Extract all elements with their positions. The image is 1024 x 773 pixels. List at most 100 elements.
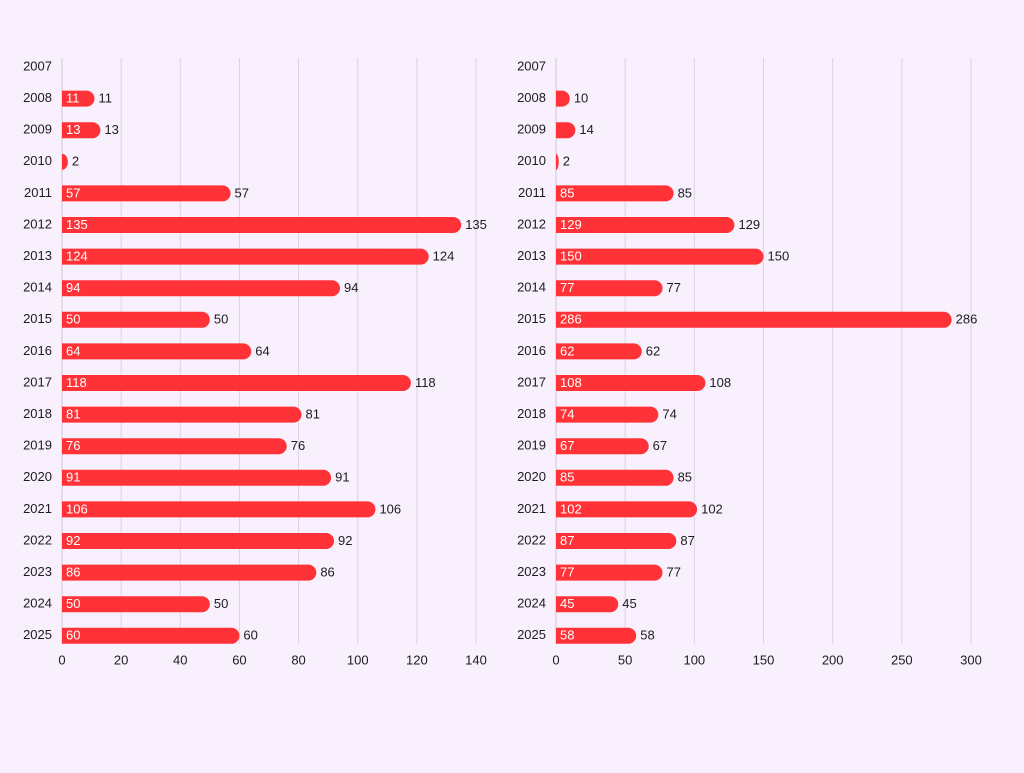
category-label: 2018 [23, 406, 52, 421]
x-tick-label: 60 [232, 652, 246, 667]
bar [62, 596, 210, 613]
bar-value-label-inside: 286 [560, 312, 582, 327]
bar-value-label-inside: 50 [66, 312, 80, 327]
bar-value-label: 129 [738, 217, 760, 232]
bar-value-label-inside: 45 [560, 596, 574, 611]
bar-value-label-inside: 87 [560, 533, 574, 548]
bar-value-label-inside: 85 [560, 185, 574, 200]
category-label: 2024 [517, 596, 546, 611]
x-tick-label: 100 [347, 652, 369, 667]
bar-value-label: 86 [320, 565, 334, 580]
bar [556, 122, 576, 139]
category-label: 2020 [23, 469, 52, 484]
bar [556, 469, 674, 486]
bar-value-label-inside: 91 [66, 470, 80, 485]
bar-value-label-inside: 102 [560, 501, 582, 516]
category-label: 2011 [24, 185, 52, 200]
bar [556, 311, 952, 328]
bar [62, 406, 302, 423]
category-label: 2021 [23, 501, 52, 516]
bar [556, 501, 698, 518]
bar-value-label-inside: 135 [66, 217, 88, 232]
bar-value-label-inside: 124 [66, 249, 88, 264]
bar [556, 438, 649, 455]
bar [62, 564, 317, 581]
bar-value-label: 11 [99, 91, 113, 106]
bar-value-label: 62 [646, 343, 660, 358]
x-tick-label: 150 [753, 652, 775, 667]
bar-value-label: 124 [433, 249, 455, 264]
bar-value-label: 50 [214, 312, 228, 327]
category-label: 2018 [517, 406, 546, 421]
x-tick-label: 250 [891, 652, 913, 667]
x-tick-label: 200 [822, 652, 844, 667]
x-tick-label: 300 [960, 652, 982, 667]
category-label: 2022 [23, 532, 52, 547]
bar [62, 248, 429, 265]
bar-value-label: 74 [662, 407, 676, 422]
category-label: 2015 [517, 311, 546, 326]
bar-value-label-inside: 58 [560, 628, 574, 643]
bar [556, 153, 559, 170]
x-tick-label: 100 [683, 652, 705, 667]
bar [62, 122, 101, 139]
category-label: 2019 [23, 438, 52, 453]
bar [62, 627, 240, 644]
category-label: 2022 [517, 532, 546, 547]
category-label: 2008 [517, 90, 546, 105]
bar-value-label: 118 [415, 375, 436, 390]
bar-value-label-inside: 94 [66, 280, 80, 295]
category-label: 2025 [517, 627, 546, 642]
category-label: 2007 [23, 58, 52, 73]
bar-value-label-inside: 150 [560, 249, 582, 264]
category-label: 2016 [23, 343, 52, 358]
bar [556, 185, 674, 202]
bar [556, 280, 663, 297]
bar-value-label-inside: 85 [560, 470, 574, 485]
bar-value-label: 85 [678, 185, 692, 200]
bar-value-label: 76 [291, 438, 305, 453]
category-label: 2010 [23, 153, 52, 168]
bar-value-label: 10 [574, 91, 588, 106]
bar [62, 311, 210, 328]
bar [62, 280, 340, 297]
bar-value-label: 81 [306, 407, 320, 422]
bar-value-label-inside: 13 [66, 122, 80, 137]
category-label: 2013 [23, 248, 52, 263]
bar [62, 343, 252, 360]
bar-value-label: 57 [235, 185, 249, 200]
category-label: 2017 [517, 374, 546, 389]
bar-value-label-inside: 64 [66, 343, 80, 358]
bar-value-label-inside: 129 [560, 217, 582, 232]
bar-value-label-inside: 60 [66, 628, 80, 643]
bar-value-label-inside: 11 [66, 91, 80, 106]
bar-value-label-inside: 76 [66, 438, 80, 453]
bar-value-label: 106 [379, 501, 401, 516]
bar-value-label-inside: 67 [560, 438, 574, 453]
bar-value-label: 77 [667, 565, 681, 580]
bar [556, 217, 735, 233]
x-tick-label: 50 [618, 652, 632, 667]
bar [556, 343, 642, 360]
bar-value-label: 67 [653, 438, 667, 453]
bar-value-label: 60 [243, 628, 257, 643]
category-label: 2009 [23, 122, 52, 137]
category-label: 2019 [517, 438, 546, 453]
bar [556, 375, 706, 391]
bar-value-label-inside: 50 [66, 596, 80, 611]
bar [62, 185, 231, 202]
bar-value-label-inside: 74 [560, 407, 574, 422]
category-label: 2011 [518, 185, 546, 200]
bar-value-label-inside: 86 [66, 565, 80, 580]
category-label: 2014 [517, 280, 546, 295]
x-tick-label: 20 [114, 652, 128, 667]
category-label: 2025 [23, 627, 52, 642]
bar-value-label: 2 [72, 154, 79, 169]
bar-value-label: 58 [640, 628, 654, 643]
category-label: 2016 [517, 343, 546, 358]
bar-value-label: 108 [709, 375, 731, 390]
bar [556, 406, 659, 423]
bar [62, 438, 287, 455]
